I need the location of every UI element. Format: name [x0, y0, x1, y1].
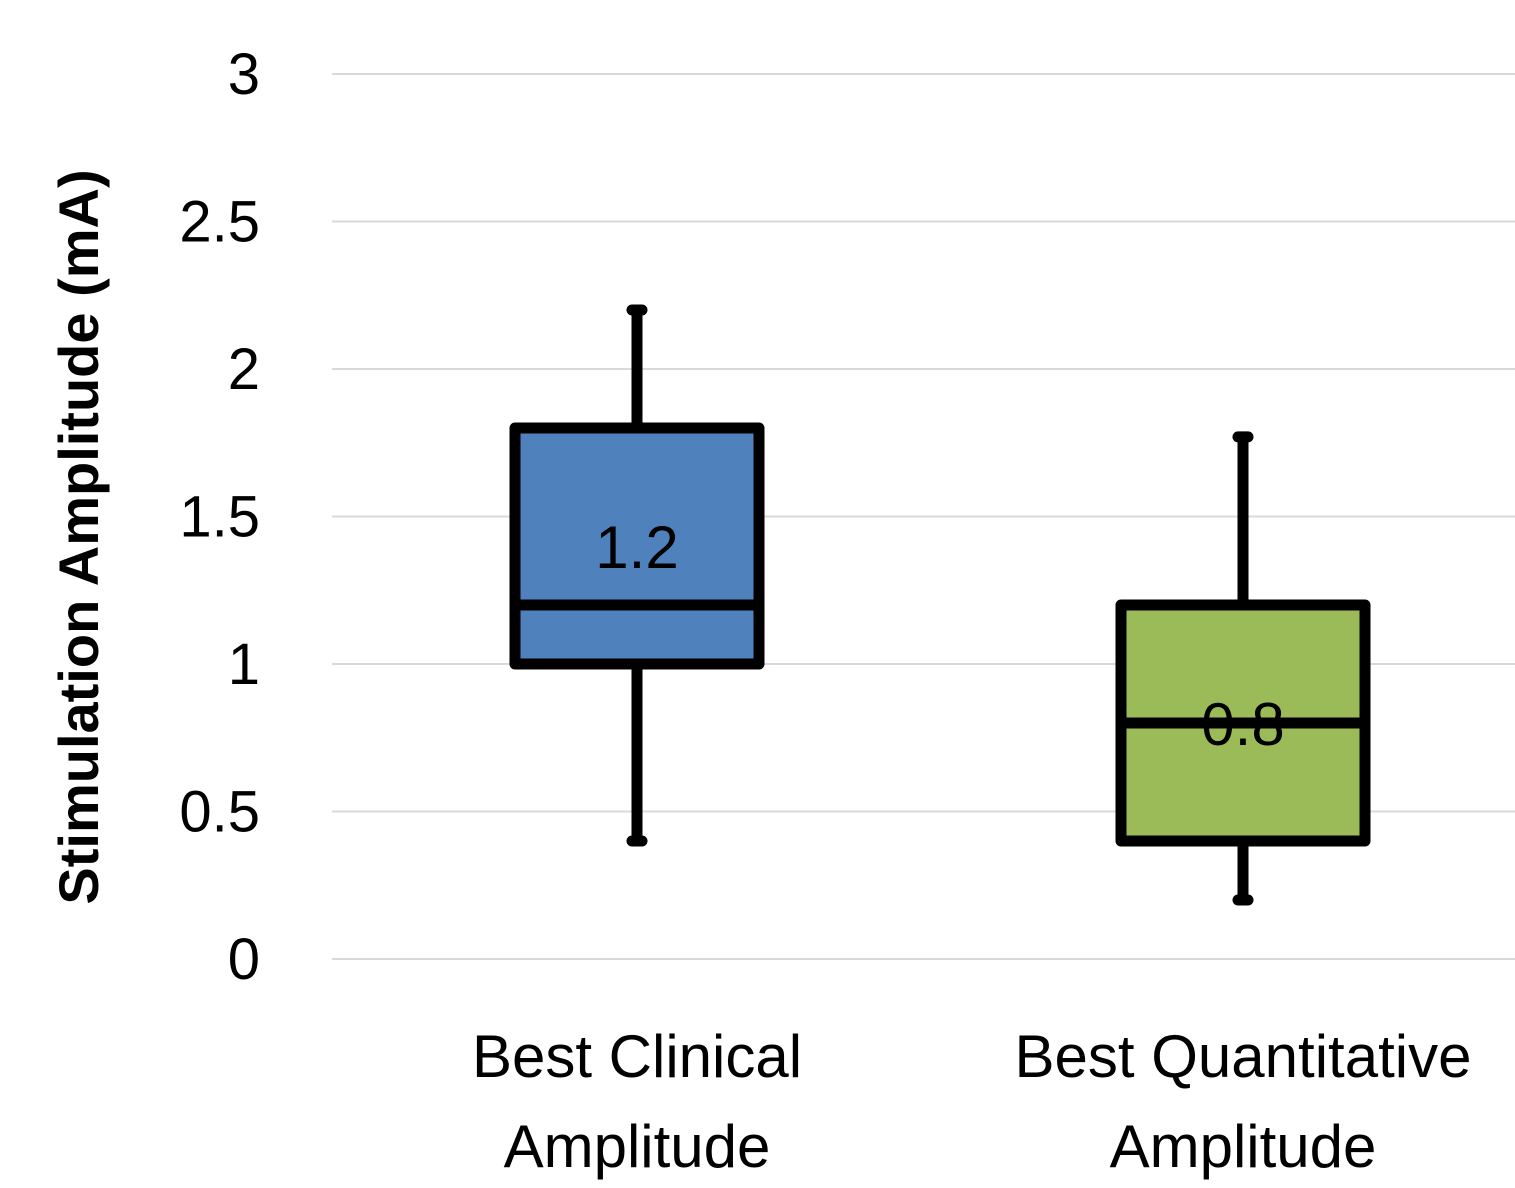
box-group: 1.2	[509, 304, 765, 847]
y-tick-label: 2	[228, 337, 260, 402]
box-group: 0.8	[1115, 431, 1371, 906]
y-axis-tick-labels: 0 0.5 1 1.5 2 2.5 3	[179, 42, 260, 992]
box-iqr	[509, 422, 765, 670]
boxes: 1.2 0.8	[509, 304, 1371, 906]
median-label: 1.2	[595, 514, 678, 581]
y-tick-label: 3	[228, 42, 260, 107]
x-category-label: Best Clinical	[472, 1023, 802, 1090]
median-label: 0.8	[1201, 691, 1284, 758]
x-category-label: Amplitude	[504, 1113, 771, 1180]
y-tick-label: 0.5	[179, 780, 260, 845]
y-axis-title: Stimulation Amplitude (mA)	[47, 169, 110, 904]
x-category-label: Amplitude	[1110, 1113, 1377, 1180]
x-category-label: Best Quantitative	[1015, 1023, 1472, 1090]
y-tick-label: 1.5	[179, 485, 260, 550]
y-tick-label: 0	[228, 927, 260, 992]
y-tick-label: 1	[228, 632, 260, 697]
y-tick-label: 2.5	[179, 190, 260, 255]
x-axis-category-labels: Best Clinical Amplitude Best Quantitative A…	[472, 1023, 1472, 1180]
